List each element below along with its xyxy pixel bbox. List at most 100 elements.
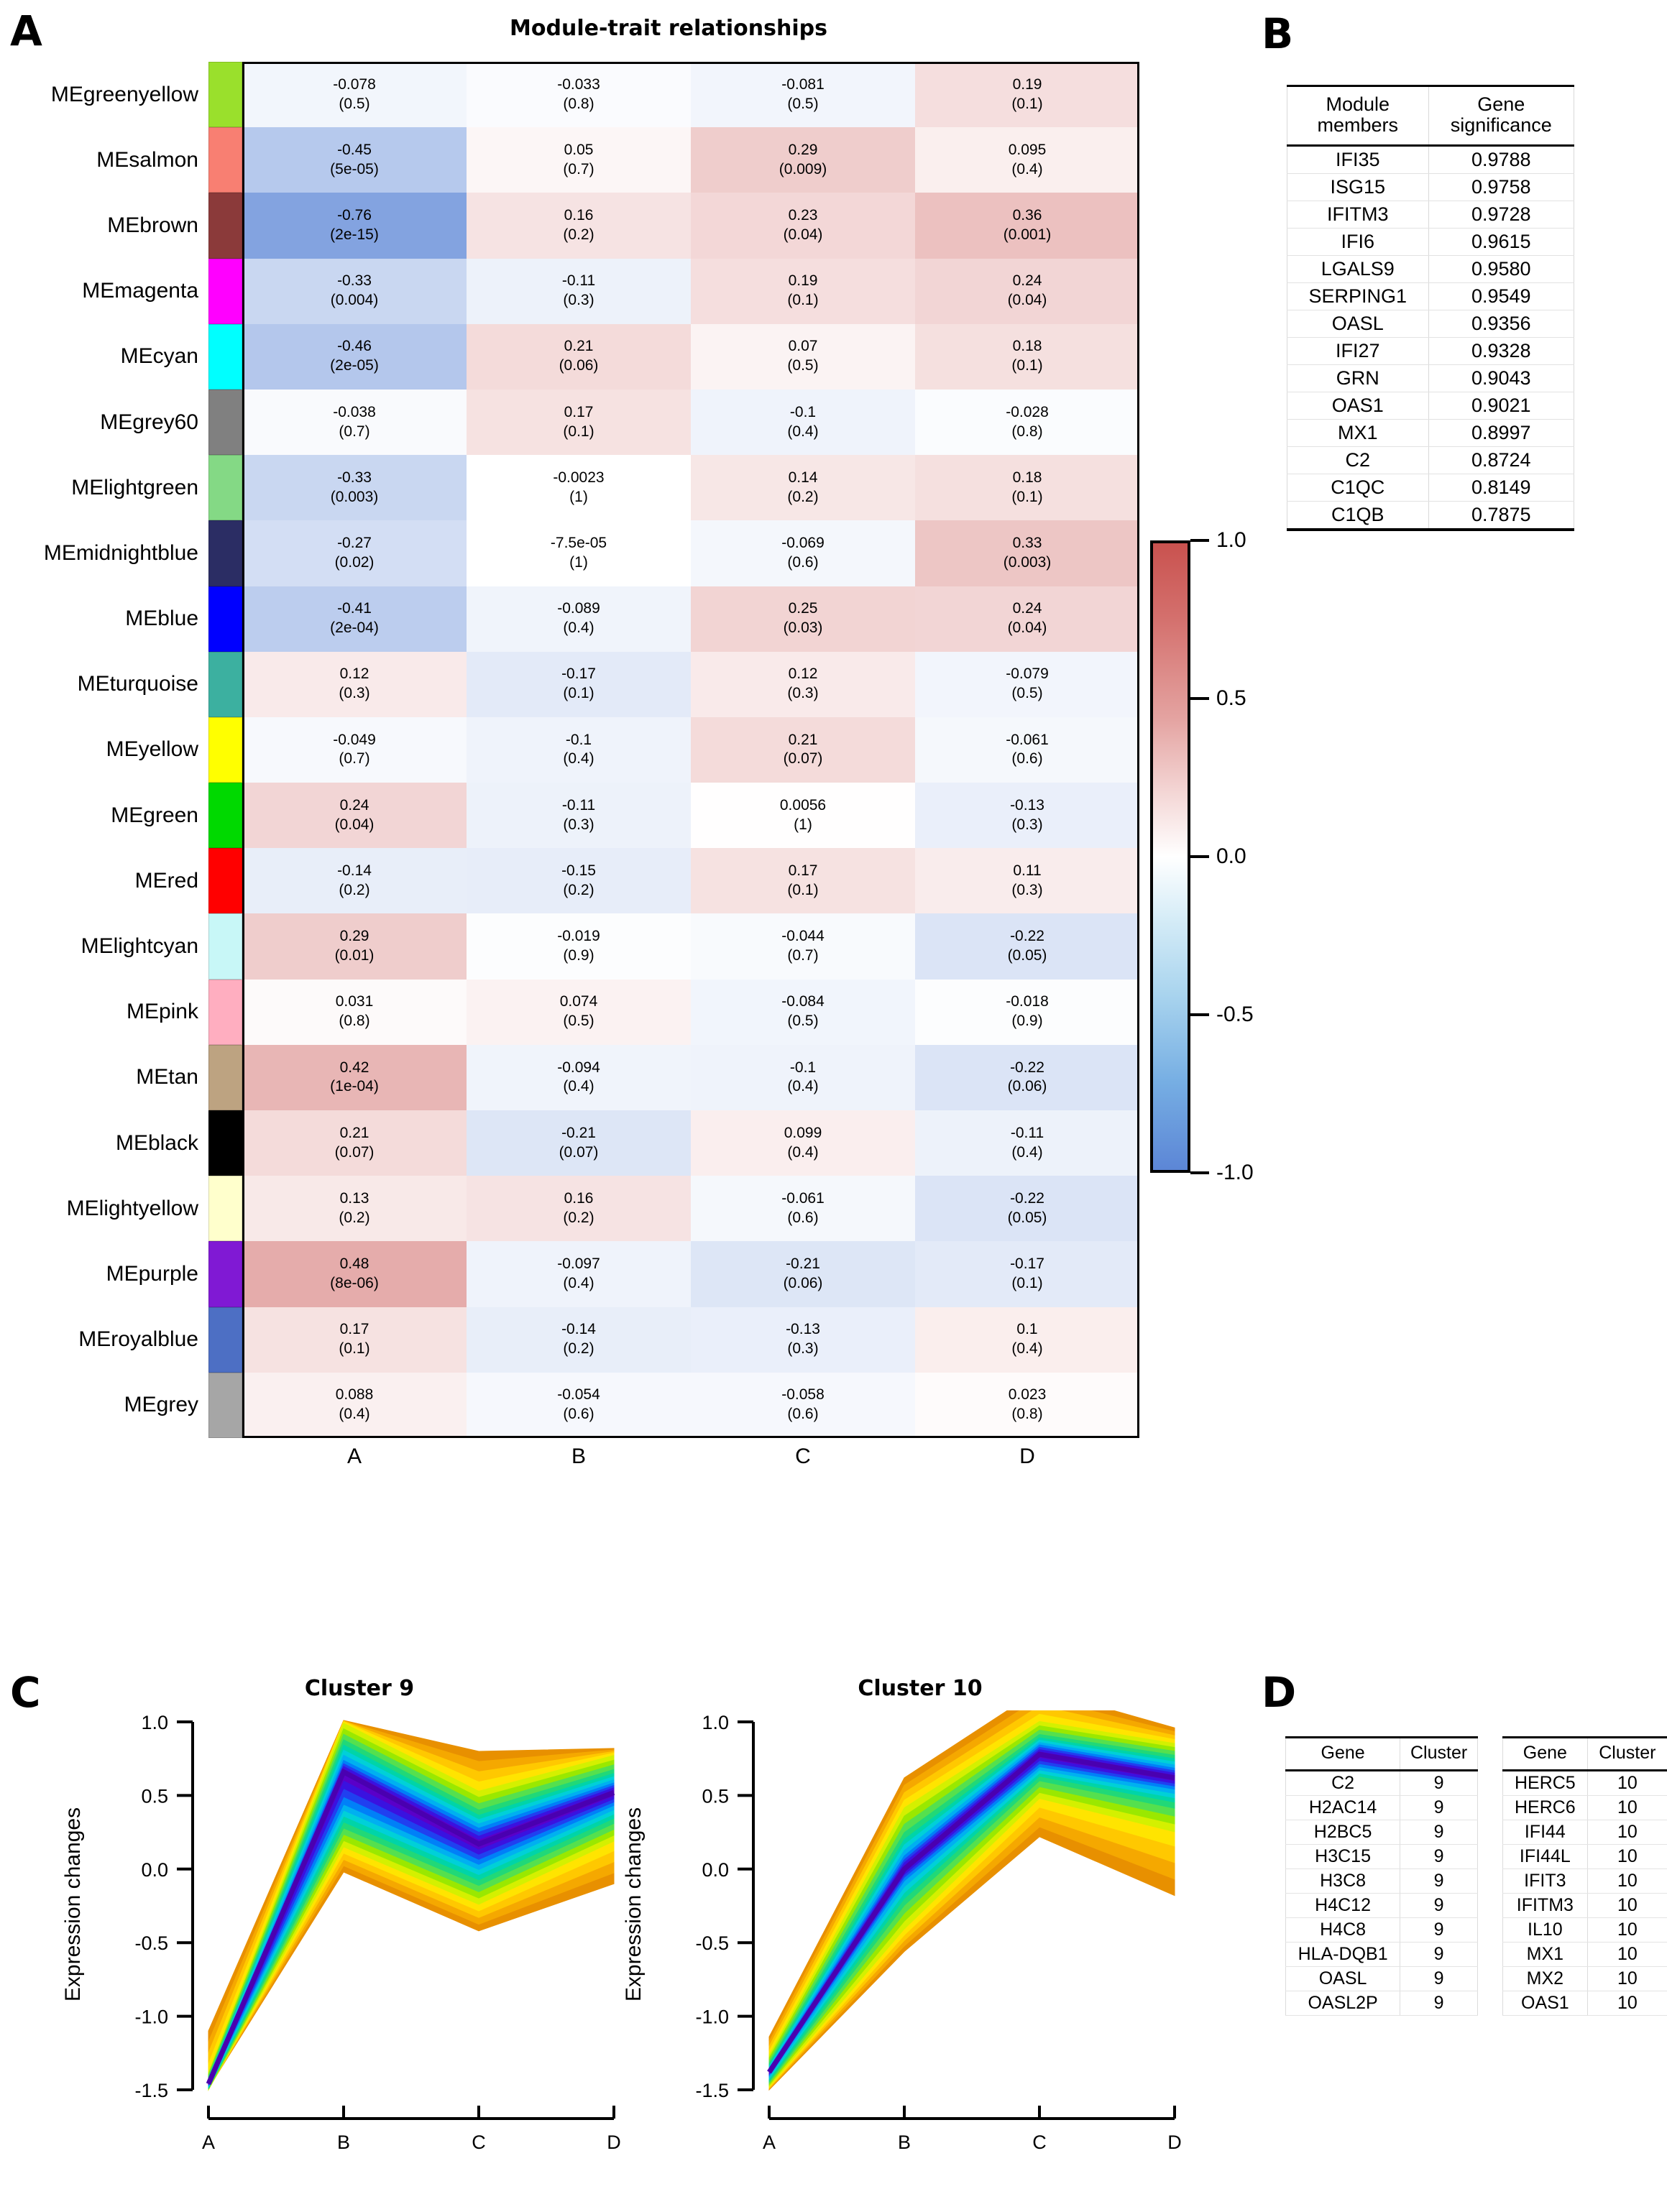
heatmap-cell[interactable]: -0.21 (0.06) bbox=[691, 1241, 915, 1307]
heatmap-cell[interactable]: 0.42 (1e-04) bbox=[242, 1044, 467, 1110]
heatmap-cell[interactable]: -0.061 (0.6) bbox=[915, 716, 1139, 783]
heatmap-row-label: MElightcyan bbox=[81, 934, 198, 959]
heatmap-cell[interactable]: -0.089 (0.4) bbox=[467, 586, 691, 652]
heatmap-cell-correlation: -7.5e-05 bbox=[550, 535, 607, 552]
heatmap-cell[interactable]: -0.13 (0.3) bbox=[915, 783, 1139, 849]
heatmap-cell[interactable]: 0.16 (0.2) bbox=[467, 1176, 691, 1242]
heatmap-cell[interactable]: -0.049 (0.7) bbox=[242, 716, 467, 783]
heatmap-cell[interactable]: -0.46 (2e-05) bbox=[242, 323, 467, 390]
heatmap-cell[interactable]: -0.054 (0.6) bbox=[467, 1372, 691, 1438]
heatmap-cell[interactable]: 0.48 (8e-06) bbox=[242, 1241, 467, 1307]
heatmap-cell[interactable]: 0.1 (0.4) bbox=[915, 1307, 1139, 1373]
heatmap-cell[interactable]: 0.074 (0.5) bbox=[467, 979, 691, 1045]
heatmap-cell[interactable]: -0.019 (0.9) bbox=[467, 913, 691, 980]
heatmap-cell[interactable]: -0.17 (0.1) bbox=[915, 1241, 1139, 1307]
heatmap-cell[interactable]: 0.18 (0.1) bbox=[915, 455, 1139, 521]
module-member-name: LGALS9 bbox=[1287, 255, 1429, 284]
heatmap-cell[interactable]: 0.05 (0.7) bbox=[467, 127, 691, 193]
heatmap-cell[interactable]: -0.27 (0.02) bbox=[242, 520, 467, 586]
heatmap-cell[interactable]: -0.21 (0.07) bbox=[467, 1110, 691, 1176]
heatmap-cell[interactable]: 0.24 (0.04) bbox=[915, 258, 1139, 324]
heatmap-cell[interactable]: -0.15 (0.2) bbox=[467, 848, 691, 914]
heatmap-cell[interactable]: 0.29 (0.009) bbox=[691, 127, 915, 193]
heatmap-cell[interactable]: -0.33 (0.003) bbox=[242, 455, 467, 521]
heatmap-cell[interactable]: -0.044 (0.7) bbox=[691, 913, 915, 980]
table-row: C1QB 0.7875 bbox=[1287, 501, 1575, 532]
heatmap-cell[interactable]: -0.22 (0.05) bbox=[915, 1176, 1139, 1242]
heatmap-cell[interactable]: -0.058 (0.6) bbox=[691, 1372, 915, 1438]
heatmap-cell[interactable]: -0.081 (0.5) bbox=[691, 62, 915, 128]
heatmap-cell[interactable]: 0.17 (0.1) bbox=[467, 389, 691, 456]
heatmap-cell[interactable]: 0.17 (0.1) bbox=[691, 848, 915, 914]
heatmap-cell[interactable]: -0.038 (0.7) bbox=[242, 389, 467, 456]
heatmap-cell[interactable]: 0.088 (0.4) bbox=[242, 1372, 467, 1438]
heatmap-cell[interactable]: 0.25 (0.03) bbox=[691, 586, 915, 652]
y-axis-tick-label: -0.5 bbox=[134, 1932, 168, 1954]
heatmap-cell[interactable]: -0.41 (2e-04) bbox=[242, 586, 467, 652]
heatmap-cell-correlation: 0.24 bbox=[1012, 600, 1042, 617]
heatmap-cell[interactable]: 0.17 (0.1) bbox=[242, 1307, 467, 1373]
heatmap-cell[interactable]: -0.22 (0.06) bbox=[915, 1044, 1139, 1110]
heatmap-cell[interactable]: 0.19 (0.1) bbox=[915, 62, 1139, 128]
heatmap-cell[interactable]: -0.14 (0.2) bbox=[242, 848, 467, 914]
heatmap-cell[interactable]: -0.1 (0.4) bbox=[691, 1044, 915, 1110]
heatmap-cell[interactable]: 0.18 (0.1) bbox=[915, 323, 1139, 390]
heatmap-cell[interactable]: -0.084 (0.5) bbox=[691, 979, 915, 1045]
heatmap-cell[interactable]: 0.33 (0.003) bbox=[915, 520, 1139, 586]
cluster-number: 10 bbox=[1586, 1770, 1667, 1796]
heatmap-cell[interactable]: 0.13 (0.2) bbox=[242, 1176, 467, 1242]
heatmap-cell[interactable]: -0.13 (0.3) bbox=[691, 1307, 915, 1373]
heatmap-cell[interactable]: -0.033 (0.8) bbox=[467, 62, 691, 128]
heatmap-cell[interactable]: 0.023 (0.8) bbox=[915, 1372, 1139, 1438]
heatmap-cell[interactable]: -0.11 (0.4) bbox=[915, 1110, 1139, 1176]
heatmap-cell[interactable]: 0.031 (0.8) bbox=[242, 979, 467, 1045]
heatmap-cell[interactable]: -0.079 (0.5) bbox=[915, 651, 1139, 717]
heatmap-cell-pvalue: (0.5) bbox=[1011, 685, 1043, 702]
heatmap-cell[interactable]: -0.018 (0.9) bbox=[915, 979, 1139, 1045]
heatmap-cell[interactable]: -0.069 (0.6) bbox=[691, 520, 915, 586]
heatmap-cell[interactable]: -7.5e-05 (1) bbox=[467, 520, 691, 586]
heatmap-cell[interactable]: 0.0056 (1) bbox=[691, 783, 915, 849]
heatmap-cell[interactable]: 0.21 (0.06) bbox=[467, 323, 691, 390]
heatmap-cell[interactable]: -0.45 (5e-05) bbox=[242, 127, 467, 193]
heatmap-cell[interactable]: -0.028 (0.8) bbox=[915, 389, 1139, 456]
gene-significance-value: 0.9021 bbox=[1428, 392, 1575, 420]
heatmap-cell-correlation: 0.17 bbox=[339, 1321, 369, 1338]
heatmap-cell[interactable]: -0.11 (0.3) bbox=[467, 783, 691, 849]
heatmap-row: MEturquoise 0.12 (0.3) -0.17 (0.1) 0.12 (0.3) -… bbox=[0, 651, 1139, 717]
heatmap-cell[interactable]: 0.12 (0.3) bbox=[242, 651, 467, 717]
heatmap-cell[interactable]: 0.16 (0.2) bbox=[467, 193, 691, 259]
heatmap-cell[interactable]: 0.14 (0.2) bbox=[691, 455, 915, 521]
heatmap-cell[interactable]: 0.07 (0.5) bbox=[691, 323, 915, 390]
heatmap-cell[interactable]: 0.21 (0.07) bbox=[242, 1110, 467, 1176]
heatmap-cell-pvalue: (0.04) bbox=[1007, 619, 1047, 637]
heatmap-cell[interactable]: -0.22 (0.05) bbox=[915, 913, 1139, 980]
heatmap-cell[interactable]: -0.097 (0.4) bbox=[467, 1241, 691, 1307]
module-member-name: OASL bbox=[1287, 310, 1429, 338]
heatmap-cell[interactable]: 0.29 (0.01) bbox=[242, 913, 467, 980]
heatmap-cell[interactable]: -0.0023 (1) bbox=[467, 455, 691, 521]
heatmap-cell[interactable]: 0.36 (0.001) bbox=[915, 193, 1139, 259]
heatmap-cell[interactable]: 0.12 (0.3) bbox=[691, 651, 915, 717]
heatmap-cell[interactable]: 0.11 (0.3) bbox=[915, 848, 1139, 914]
heatmap-row-label: MEbrown bbox=[107, 213, 198, 237]
heatmap-cell[interactable]: -0.1 (0.4) bbox=[467, 716, 691, 783]
heatmap-cell[interactable]: 0.21 (0.07) bbox=[691, 716, 915, 783]
heatmap-cell[interactable]: 0.099 (0.4) bbox=[691, 1110, 915, 1176]
cluster-9-table-head: Gene Cluster bbox=[1285, 1736, 1478, 1771]
heatmap-cell[interactable]: -0.094 (0.4) bbox=[467, 1044, 691, 1110]
heatmap-cell[interactable]: -0.061 (0.6) bbox=[691, 1176, 915, 1242]
heatmap-cell[interactable]: -0.11 (0.3) bbox=[467, 258, 691, 324]
heatmap-cell[interactable]: -0.76 (2e-15) bbox=[242, 193, 467, 259]
heatmap-cell[interactable]: -0.1 (0.4) bbox=[691, 389, 915, 456]
heatmap-cell[interactable]: 0.24 (0.04) bbox=[242, 783, 467, 849]
heatmap-cell[interactable]: 0.19 (0.1) bbox=[691, 258, 915, 324]
heatmap-cell[interactable]: 0.23 (0.04) bbox=[691, 193, 915, 259]
heatmap-cell[interactable]: -0.078 (0.5) bbox=[242, 62, 467, 128]
heatmap-cell[interactable]: -0.33 (0.004) bbox=[242, 258, 467, 324]
heatmap-cell[interactable]: -0.14 (0.2) bbox=[467, 1307, 691, 1373]
heatmap-cell[interactable]: 0.24 (0.04) bbox=[915, 586, 1139, 652]
heatmap-cell[interactable]: -0.17 (0.1) bbox=[467, 651, 691, 717]
heatmap-cell[interactable]: 0.095 (0.4) bbox=[915, 127, 1139, 193]
module-member-name: MX1 bbox=[1287, 419, 1429, 448]
